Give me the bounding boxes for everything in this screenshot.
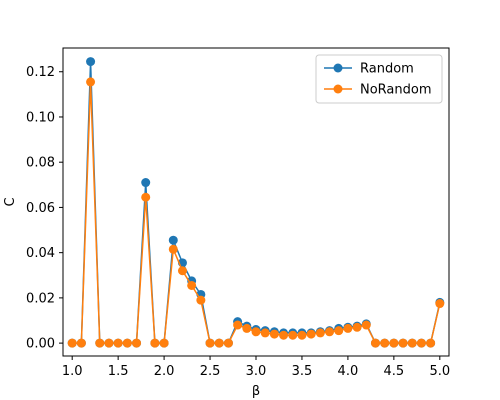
- x-tick-label: 3.5: [292, 364, 313, 379]
- data-point-norandom: [132, 338, 142, 348]
- data-point-norandom: [325, 327, 335, 337]
- data-point-random: [168, 235, 178, 245]
- data-point-norandom: [104, 338, 114, 348]
- data-point-norandom: [122, 338, 132, 348]
- data-point-random: [141, 178, 151, 188]
- y-tick-label: 0.00: [26, 337, 55, 352]
- data-point-norandom: [159, 338, 169, 348]
- legend-box: [315, 54, 443, 104]
- x-tick-label: 4.5: [384, 364, 405, 379]
- x-tick-label: 2.0: [154, 364, 175, 379]
- data-point-norandom: [86, 77, 96, 87]
- y-tick-label: 0.08: [26, 156, 55, 171]
- series-layer: [67, 57, 445, 348]
- legend: Random NoRandom: [315, 54, 443, 104]
- data-point-norandom: [297, 330, 307, 340]
- x-tick-label: 1.5: [108, 364, 129, 379]
- data-point-norandom: [251, 327, 261, 337]
- data-point-norandom: [269, 329, 279, 339]
- x-tick-label: 1.0: [62, 364, 83, 379]
- legend-label: NoRandom: [360, 83, 432, 98]
- data-point-norandom: [407, 338, 417, 348]
- data-point-norandom: [306, 329, 316, 339]
- x-tick-label: 2.5: [200, 364, 221, 379]
- data-point-norandom: [76, 338, 86, 348]
- data-point-norandom: [223, 338, 233, 348]
- data-point-norandom: [279, 330, 289, 340]
- data-point-norandom: [416, 338, 426, 348]
- data-point-random: [86, 57, 96, 67]
- data-point-norandom: [288, 330, 298, 340]
- y-tick-label: 0.04: [26, 246, 55, 261]
- axes-layer: 1.0 1.5 2.0 2.5 3.0 3.5 4.0 4.5 5.0 0.00 0.02 0.04 0…: [26, 47, 450, 379]
- legend-item-random: Random: [324, 62, 414, 77]
- data-point-norandom: [343, 323, 353, 333]
- legend-marker: [333, 84, 343, 94]
- y-tick-label: 0.10: [26, 110, 55, 125]
- legend-label: Random: [360, 62, 414, 77]
- data-point-norandom: [380, 338, 390, 348]
- data-point-norandom: [95, 338, 105, 348]
- legend-marker: [333, 63, 343, 73]
- legend-item-norandom: NoRandom: [324, 83, 432, 98]
- y-tick-label: 0.12: [26, 65, 55, 80]
- data-point-norandom: [233, 320, 243, 330]
- x-tick-label: 3.0: [246, 364, 267, 379]
- data-point-norandom: [141, 192, 151, 202]
- data-point-norandom: [67, 338, 77, 348]
- series-norandom: [67, 77, 445, 348]
- data-point-norandom: [187, 280, 197, 290]
- data-point-norandom: [205, 338, 215, 348]
- data-point-norandom: [352, 322, 362, 332]
- data-point-norandom: [177, 266, 187, 276]
- data-point-norandom: [150, 338, 160, 348]
- y-tick-label: 0.02: [26, 291, 55, 306]
- x-axis-label: β: [252, 384, 260, 399]
- data-point-norandom: [168, 244, 178, 254]
- x-tick-label: 4.0: [338, 364, 359, 379]
- data-point-norandom: [370, 338, 380, 348]
- y-tick-label: 0.06: [26, 201, 55, 216]
- data-point-norandom: [315, 328, 325, 338]
- data-point-norandom: [334, 326, 344, 336]
- data-point-norandom: [389, 338, 399, 348]
- data-point-norandom: [361, 320, 371, 330]
- y-axis-label: C: [3, 197, 18, 206]
- data-point-norandom: [426, 338, 436, 348]
- data-point-norandom: [242, 323, 252, 333]
- data-point-norandom: [214, 338, 224, 348]
- data-point-norandom: [260, 328, 270, 338]
- data-point-norandom: [196, 295, 206, 305]
- x-tick-label: 5.0: [429, 364, 450, 379]
- data-point-norandom: [113, 338, 123, 348]
- data-point-norandom: [398, 338, 408, 348]
- data-point-norandom: [435, 299, 445, 309]
